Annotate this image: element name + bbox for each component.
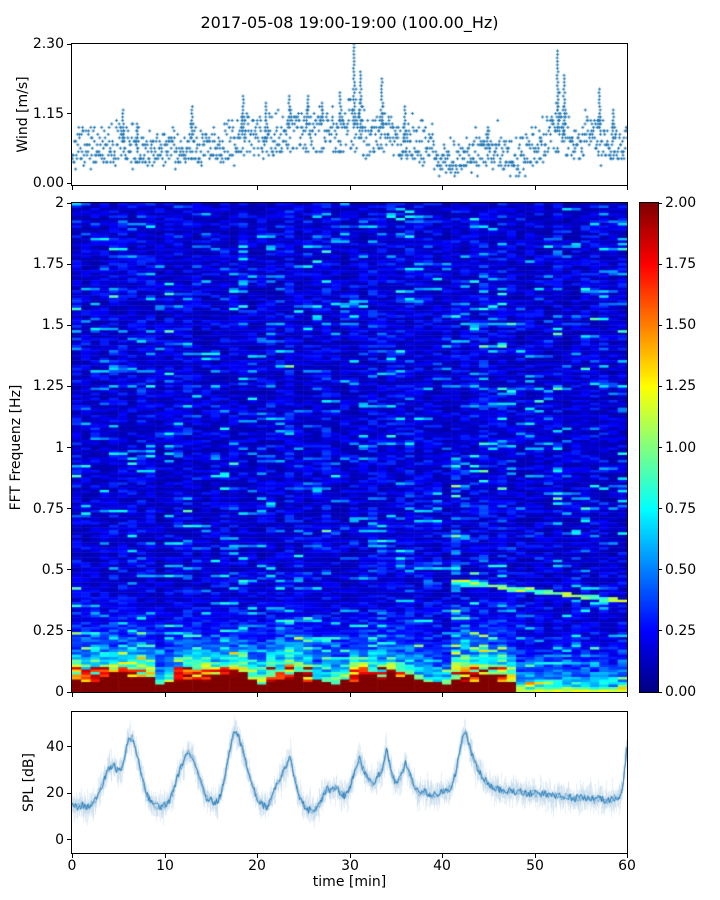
tick-mark <box>67 630 71 631</box>
tick-mark <box>659 386 662 387</box>
tick-mark <box>72 186 73 190</box>
tick-mark <box>257 186 258 190</box>
fft-ytick-label: 1.25 <box>32 378 64 394</box>
spl-ytick-label: 0 <box>55 832 64 848</box>
tick-mark <box>67 203 71 204</box>
spl-canvas <box>72 712 627 853</box>
tick-mark <box>659 447 662 448</box>
tick-mark <box>67 386 71 387</box>
tick-mark <box>67 569 71 570</box>
wind-ytick-label: 1.15 <box>32 106 64 122</box>
tick-mark <box>72 854 73 858</box>
tick-mark <box>442 693 443 697</box>
tick-mark <box>659 264 662 265</box>
colorbar-canvas <box>640 203 658 692</box>
tick-mark <box>659 692 662 693</box>
tick-mark <box>627 693 628 697</box>
x-tick-label: 30 <box>341 858 359 874</box>
fft-ytick-label: 0.5 <box>41 562 64 578</box>
colorbar-tick-label: 0.00 <box>665 684 697 700</box>
tick-mark <box>67 264 71 265</box>
spl-ytick-label: 40 <box>46 739 64 755</box>
x-tick-label: 60 <box>618 858 636 874</box>
tick-mark <box>659 508 662 509</box>
x-tick-label: 10 <box>156 858 174 874</box>
fft-ytick-label: 1 <box>55 440 64 456</box>
tick-mark <box>67 113 71 114</box>
tick-mark <box>67 447 71 448</box>
colorbar <box>639 202 659 693</box>
wind-ytick-label: 2.30 <box>32 36 64 52</box>
spectrogram-canvas <box>72 203 627 692</box>
tick-mark <box>442 186 443 190</box>
tick-mark <box>535 186 536 190</box>
x-tick-label: 20 <box>248 858 266 874</box>
tick-mark <box>67 44 71 45</box>
x-axis-label: time [min] <box>312 874 387 890</box>
tick-mark <box>659 325 662 326</box>
chart-title: 2017-05-08 19:00-19:00 (100.00_Hz) <box>200 13 499 32</box>
colorbar-tick-label: 1.75 <box>665 256 697 272</box>
colorbar-tick-label: 1.00 <box>665 440 697 456</box>
tick-mark <box>535 854 536 858</box>
tick-mark <box>350 186 351 190</box>
wind-scatter-canvas <box>72 44 627 185</box>
tick-mark <box>67 325 71 326</box>
colorbar-tick-label: 1.25 <box>665 378 697 394</box>
tick-mark <box>659 630 662 631</box>
tick-mark <box>165 693 166 697</box>
x-tick-label: 40 <box>433 858 451 874</box>
colorbar-tick-label: 2.00 <box>665 195 697 211</box>
tick-mark <box>659 203 662 204</box>
fft-ytick-label: 0.75 <box>32 501 64 517</box>
spl-plot <box>71 711 628 854</box>
colorbar-tick-label: 0.50 <box>665 562 697 578</box>
tick-mark <box>67 183 71 184</box>
tick-mark <box>165 186 166 190</box>
tick-mark <box>67 793 71 794</box>
colorbar-tick-label: 0.75 <box>665 501 697 517</box>
spectrogram-plot <box>71 202 628 693</box>
fft-ytick-label: 0.25 <box>32 623 64 639</box>
tick-mark <box>72 693 73 697</box>
wind-scatter-plot <box>71 43 628 186</box>
tick-mark <box>67 692 71 693</box>
tick-mark <box>67 839 71 840</box>
tick-mark <box>67 508 71 509</box>
wind-ytick-label: 0.00 <box>32 175 64 191</box>
spl-ytick-label: 20 <box>46 785 64 801</box>
colorbar-tick-label: 0.25 <box>665 623 697 639</box>
tick-mark <box>627 186 628 190</box>
x-tick-label: 50 <box>526 858 544 874</box>
tick-mark <box>442 854 443 858</box>
fft-ytick-label: 2 <box>55 195 64 211</box>
x-tick-label: 0 <box>67 858 77 874</box>
tick-mark <box>350 854 351 858</box>
tick-mark <box>67 746 71 747</box>
colorbar-tick-label: 1.50 <box>665 317 697 333</box>
tick-mark <box>350 693 351 697</box>
tick-mark <box>627 854 628 858</box>
fft-ytick-label: 1.5 <box>41 317 64 333</box>
tick-mark <box>165 854 166 858</box>
tick-mark <box>535 693 536 697</box>
tick-mark <box>659 569 662 570</box>
fft-ytick-label: 1.75 <box>32 256 64 272</box>
tick-mark <box>257 854 258 858</box>
fft-ytick-label: 0 <box>55 684 64 700</box>
tick-mark <box>257 693 258 697</box>
